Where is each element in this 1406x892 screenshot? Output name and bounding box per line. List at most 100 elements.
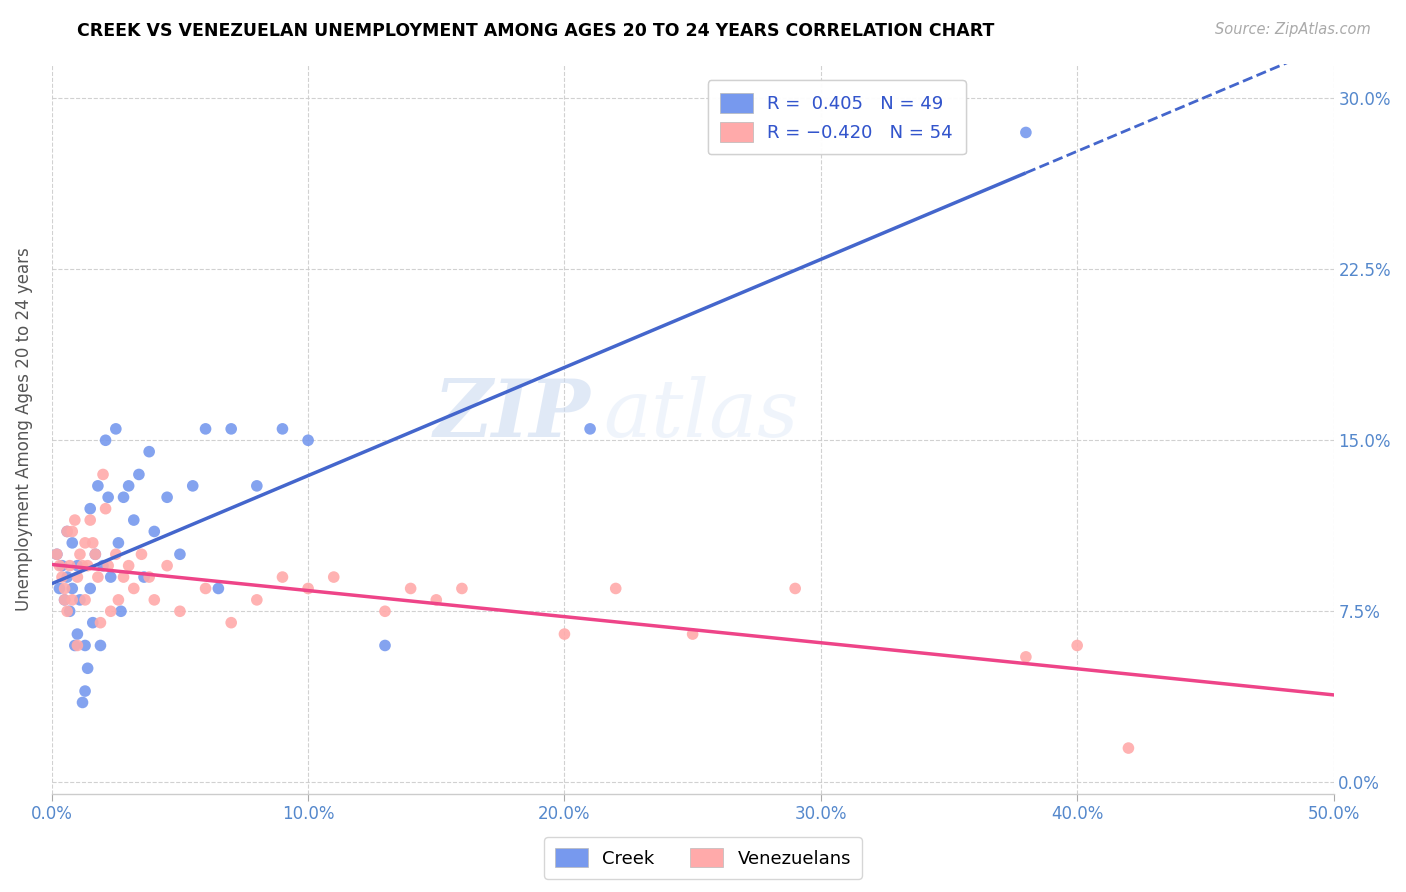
Y-axis label: Unemployment Among Ages 20 to 24 years: Unemployment Among Ages 20 to 24 years xyxy=(15,247,32,611)
Point xyxy=(374,604,396,618)
Point xyxy=(118,479,141,493)
Point xyxy=(138,444,160,458)
Point xyxy=(63,513,86,527)
Point xyxy=(1015,649,1038,664)
Point xyxy=(118,558,141,573)
Point xyxy=(75,639,97,653)
Point xyxy=(87,479,110,493)
Point xyxy=(51,570,73,584)
Point xyxy=(79,513,101,527)
Point xyxy=(76,661,98,675)
Point xyxy=(1118,741,1140,756)
Text: Source: ZipAtlas.com: Source: ZipAtlas.com xyxy=(1215,22,1371,37)
Point xyxy=(194,422,217,436)
Point xyxy=(399,582,422,596)
Point xyxy=(60,524,83,539)
Legend: R =  0.405   N = 49, R = −0.420   N = 54: R = 0.405 N = 49, R = −0.420 N = 54 xyxy=(707,80,966,154)
Point xyxy=(112,570,135,584)
Point xyxy=(72,696,94,710)
Point xyxy=(107,593,129,607)
Legend: Creek, Venezuelans: Creek, Venezuelans xyxy=(544,837,862,879)
Point xyxy=(89,615,111,630)
Point xyxy=(143,524,166,539)
Point xyxy=(82,615,104,630)
Point xyxy=(94,501,117,516)
Point xyxy=(79,582,101,596)
Point xyxy=(194,582,217,596)
Point xyxy=(605,582,627,596)
Point xyxy=(122,582,145,596)
Point xyxy=(72,558,94,573)
Point xyxy=(91,467,114,482)
Point xyxy=(63,639,86,653)
Point xyxy=(48,582,70,596)
Point xyxy=(66,570,89,584)
Point xyxy=(143,593,166,607)
Point xyxy=(219,422,242,436)
Point xyxy=(56,524,79,539)
Point xyxy=(79,501,101,516)
Point xyxy=(1066,639,1088,653)
Point xyxy=(60,582,83,596)
Point xyxy=(271,422,294,436)
Point xyxy=(246,593,269,607)
Point xyxy=(45,547,67,561)
Point xyxy=(59,558,82,573)
Point xyxy=(682,627,704,641)
Point xyxy=(76,558,98,573)
Point xyxy=(53,582,76,596)
Point xyxy=(425,593,447,607)
Point xyxy=(56,524,79,539)
Point xyxy=(246,479,269,493)
Point xyxy=(82,536,104,550)
Point xyxy=(56,604,79,618)
Point xyxy=(104,422,127,436)
Text: CREEK VS VENEZUELAN UNEMPLOYMENT AMONG AGES 20 TO 24 YEARS CORRELATION CHART: CREEK VS VENEZUELAN UNEMPLOYMENT AMONG A… xyxy=(77,22,994,40)
Point xyxy=(181,479,204,493)
Point xyxy=(156,558,179,573)
Point xyxy=(75,684,97,698)
Point xyxy=(45,547,67,561)
Point xyxy=(97,558,120,573)
Point xyxy=(131,547,153,561)
Point xyxy=(156,490,179,504)
Text: atlas: atlas xyxy=(603,376,799,453)
Point xyxy=(138,570,160,584)
Point xyxy=(87,570,110,584)
Point xyxy=(553,627,575,641)
Point xyxy=(60,536,83,550)
Point xyxy=(1015,125,1038,139)
Point xyxy=(169,604,191,618)
Point xyxy=(451,582,474,596)
Point xyxy=(56,570,79,584)
Point xyxy=(66,627,89,641)
Point xyxy=(219,615,242,630)
Point xyxy=(91,558,114,573)
Point xyxy=(785,582,807,596)
Point xyxy=(579,422,602,436)
Point xyxy=(122,513,145,527)
Point xyxy=(322,570,344,584)
Point xyxy=(89,639,111,653)
Point xyxy=(97,490,120,504)
Point xyxy=(107,536,129,550)
Point xyxy=(59,604,82,618)
Point xyxy=(100,604,122,618)
Point xyxy=(374,639,396,653)
Point xyxy=(297,434,319,448)
Point xyxy=(110,604,132,618)
Point xyxy=(112,490,135,504)
Point xyxy=(84,547,107,561)
Point xyxy=(75,536,97,550)
Text: ZIP: ZIP xyxy=(433,376,591,453)
Point xyxy=(271,570,294,584)
Point xyxy=(60,593,83,607)
Point xyxy=(297,582,319,596)
Point xyxy=(132,570,155,584)
Point xyxy=(100,570,122,584)
Point xyxy=(75,593,97,607)
Point xyxy=(53,593,76,607)
Point xyxy=(104,547,127,561)
Point xyxy=(128,467,150,482)
Point xyxy=(48,558,70,573)
